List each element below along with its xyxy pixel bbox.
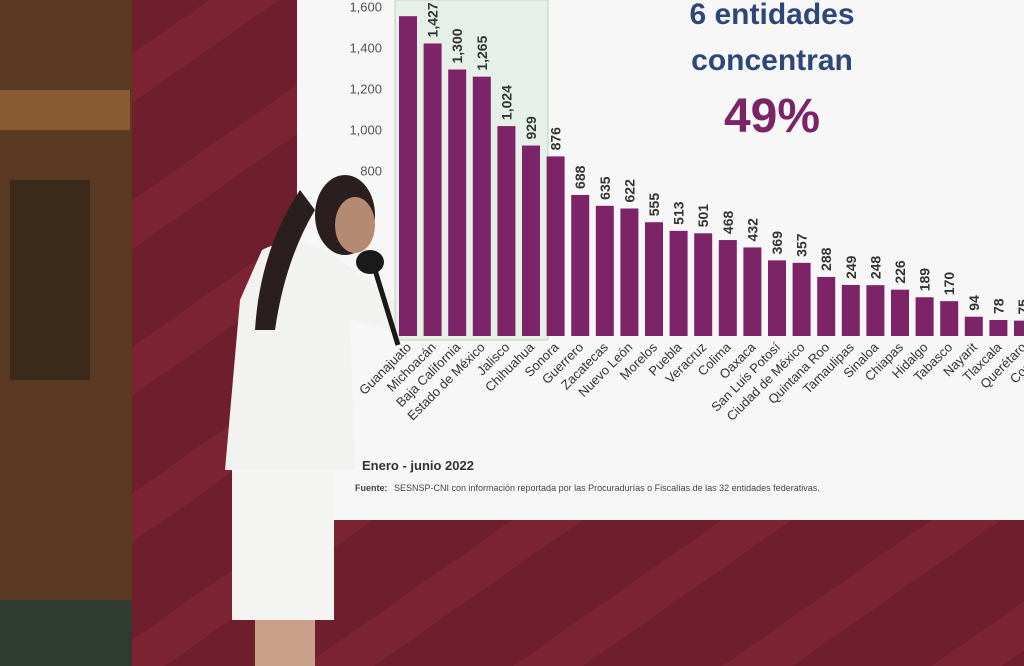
- bar: [571, 194, 590, 336]
- value-label: 513: [671, 201, 687, 225]
- bar: [423, 43, 442, 337]
- bar: [546, 156, 565, 336]
- presenter: [225, 175, 401, 666]
- bar: [669, 230, 688, 336]
- bar: [645, 222, 663, 336]
- value-label: 288: [818, 247, 834, 271]
- value-label: 501: [695, 204, 711, 228]
- value-label: 78: [990, 298, 1006, 314]
- bar: [497, 126, 516, 336]
- value-label: 555: [646, 193, 662, 217]
- skirt: [232, 470, 334, 620]
- wood-trim: [0, 90, 130, 130]
- bar: [792, 262, 811, 336]
- y-tick-label: 1,000: [349, 122, 382, 137]
- value-label: 75: [1015, 299, 1024, 315]
- bar: [399, 16, 417, 336]
- value-label: 357: [794, 233, 810, 257]
- value-label: 170: [941, 272, 957, 296]
- value-label: 622: [621, 179, 637, 203]
- y-tick-label: 800: [360, 163, 382, 178]
- wood-panel: [10, 180, 90, 380]
- value-label: 929: [523, 116, 539, 140]
- bar: [694, 233, 713, 336]
- bar: [817, 276, 836, 336]
- bar: [964, 316, 983, 336]
- bar: [1014, 320, 1024, 336]
- value-label: 248: [867, 256, 883, 280]
- value-label: 226: [892, 260, 908, 284]
- bar: [915, 297, 934, 336]
- bar: [718, 240, 737, 336]
- value-label: 635: [597, 176, 613, 200]
- y-tick-label: 1,600: [349, 0, 382, 14]
- bar: [743, 247, 762, 336]
- bar: [620, 208, 639, 336]
- headline: concentran: [691, 44, 853, 77]
- bar: [866, 285, 885, 336]
- bar: [891, 289, 909, 336]
- mic-handle: [372, 269, 401, 346]
- source-label: Fuente:: [355, 483, 388, 493]
- headline: 6 entidades: [689, 0, 854, 31]
- value-label: 432: [744, 218, 760, 242]
- floor: [0, 600, 140, 666]
- y-tick-label: 1,400: [349, 40, 382, 55]
- bar: [472, 76, 491, 337]
- value-label: 1,427: [425, 2, 441, 37]
- value-label: 1,024: [498, 85, 514, 120]
- value-label: 94: [966, 295, 982, 311]
- value-label: 189: [917, 268, 933, 292]
- value-label: 876: [548, 127, 564, 151]
- face: [335, 197, 375, 253]
- value-label: 1,265: [474, 35, 490, 70]
- bar: [522, 145, 540, 336]
- bar: [768, 260, 786, 336]
- value-label: 369: [769, 231, 785, 255]
- legs: [255, 620, 315, 666]
- value-label: 468: [720, 210, 736, 234]
- bar: [448, 69, 467, 336]
- microphone: [356, 250, 384, 274]
- bar: [841, 284, 860, 336]
- bar: [989, 320, 1008, 336]
- value-label: 688: [572, 165, 588, 189]
- ponytail: [255, 190, 315, 330]
- y-tick-label: 1,200: [349, 81, 382, 96]
- value-label: 249: [843, 255, 859, 279]
- chart: 8001,0001,2001,4001,600GuanajuatoMichoac…: [349, 0, 1024, 424]
- highlight-percent: 49%: [724, 90, 820, 143]
- source: SESNSP-CNI con información reportada por…: [394, 483, 820, 493]
- bar: [940, 301, 959, 336]
- period: Enero - junio 2022: [362, 458, 474, 473]
- bar: [595, 205, 614, 336]
- value-label: 1,300: [449, 28, 465, 63]
